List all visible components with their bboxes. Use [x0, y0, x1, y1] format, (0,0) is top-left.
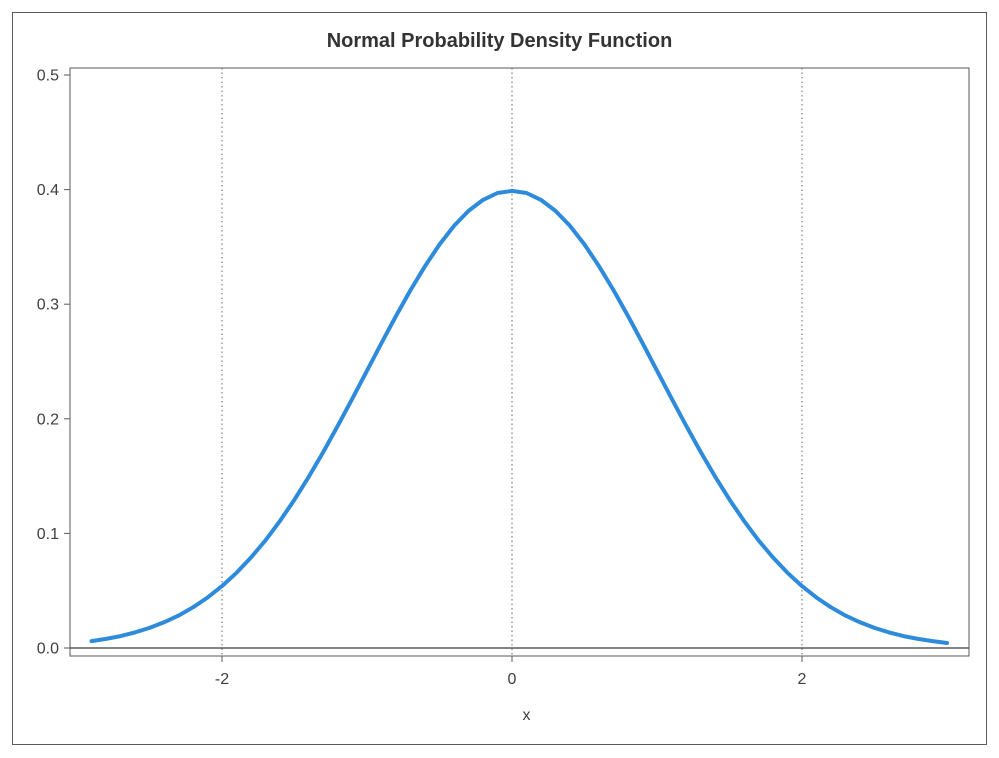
y-tick-label: 0.0: [37, 641, 59, 658]
y-tick-label: 0.2: [37, 411, 59, 428]
x-tick-label: -2: [215, 671, 229, 688]
x-tick-label: 0: [508, 671, 517, 688]
reference-lines: [221, 68, 803, 656]
density-curve: [89, 188, 949, 645]
plot-area: [69, 67, 970, 657]
chart-title: Normal Probability Density Function: [326, 30, 673, 52]
y-tick-label: 0.1: [37, 526, 59, 543]
y-tick-label: 0.4: [37, 182, 59, 199]
y-tick-label: 0.5: [37, 68, 59, 85]
x-tick-label: 2: [798, 671, 807, 688]
x-axis-label: x: [523, 707, 531, 724]
x-axis: -2 0 2: [215, 656, 807, 688]
y-axis: 0.0 0.1 0.2 0.3 0.4 0.5: [37, 68, 70, 658]
y-tick-label: 0.3: [37, 297, 59, 314]
chart-frame: [12, 12, 987, 745]
